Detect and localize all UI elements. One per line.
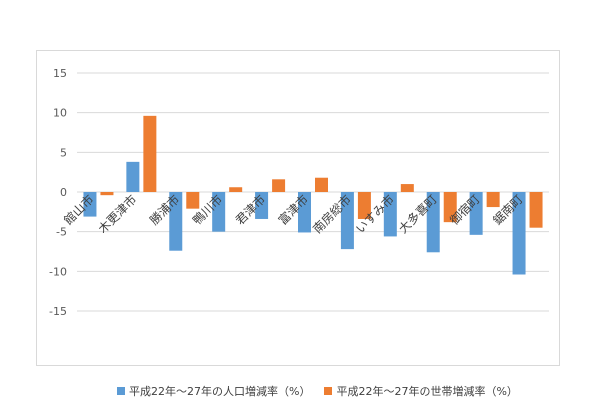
bar-population (255, 192, 269, 219)
bar-population (212, 192, 226, 232)
bar-population (83, 192, 97, 217)
bar-population (126, 161, 140, 192)
bar-households (315, 177, 328, 192)
chart-area: 15 10 5 0 -5 -10 -15 館山市 木更津市 勝浦市 鴨川市 君津市 富津市 南房総市 いすみ… (36, 50, 560, 398)
bar-households (143, 115, 157, 192)
bar-population (512, 192, 526, 275)
legend: 平成22年～27年の人口増減率（%） 平成22年～27年の世帯増減率（%） (117, 383, 518, 399)
bar-households (400, 184, 414, 192)
category-label: 木更津市 (95, 192, 140, 237)
y-tick-label: -5 (56, 226, 67, 239)
bar-population (340, 192, 354, 250)
y-tick-label: -10 (49, 265, 67, 278)
y-tick-label: 5 (60, 146, 67, 159)
legend-label-population: 平成22年～27年の人口増減率（%） (129, 385, 311, 398)
y-tick-label: 15 (53, 67, 67, 80)
legend-item-households: 平成22年～27年の世帯増減率（%） (324, 383, 518, 399)
legend-item-population: 平成22年～27年の人口増減率（%） (117, 383, 310, 399)
legend-swatch-households (324, 387, 333, 395)
bar-population (383, 192, 397, 237)
legend-label-households: 平成22年～27年の世帯増減率（%） (336, 385, 518, 398)
bar-population (298, 192, 311, 233)
bar-population (426, 192, 440, 253)
bar-households (529, 192, 543, 228)
y-tick-label: -15 (49, 305, 67, 318)
y-tick-label: 0 (60, 186, 67, 199)
legend-swatch-population (117, 387, 125, 395)
bar-households (272, 179, 286, 192)
bar-households (357, 192, 371, 219)
bar-population (169, 192, 183, 251)
bar-households (443, 192, 457, 223)
bar-households (229, 187, 243, 192)
bar-population (469, 192, 483, 235)
bar-households (186, 192, 200, 209)
bar-households (486, 192, 500, 208)
y-tick-label: 10 (53, 107, 67, 120)
bar-households (100, 192, 114, 196)
